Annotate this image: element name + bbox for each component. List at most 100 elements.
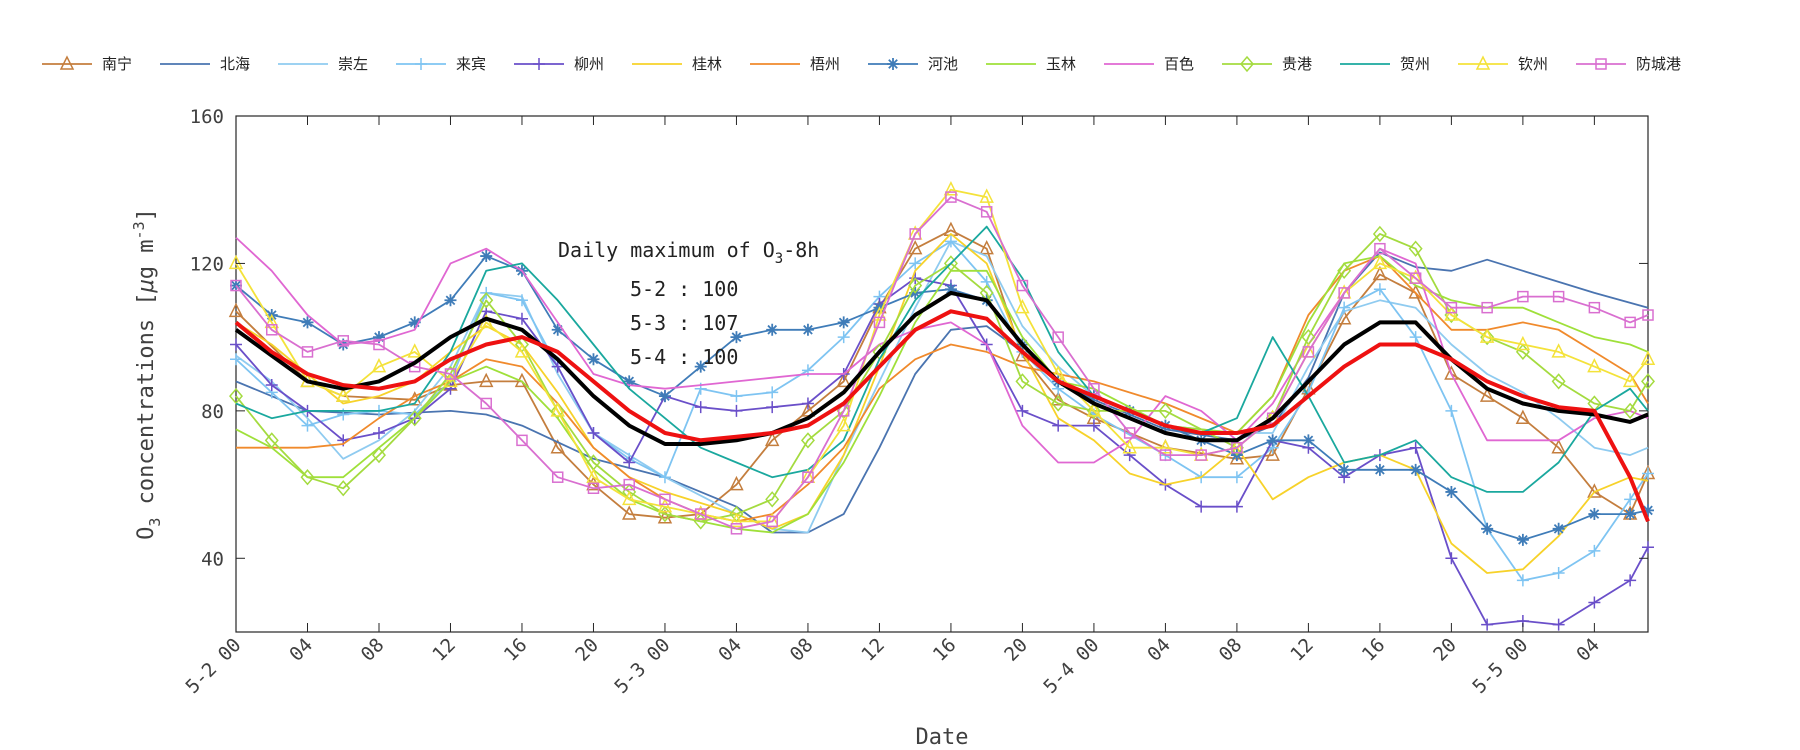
data-point [407,410,422,427]
data-point [694,508,707,520]
data-point [301,419,314,432]
series-path [234,290,1649,446]
chart-legend: 南宁 北海 崇左 来宾 柳州 桂林 梧州 河池 玉林 百色 贵港 贺州 钦州 防城港 [42,55,1681,73]
data-point [1373,463,1386,476]
legend-label: 南宁 [102,55,132,73]
series-line [235,251,1649,534]
data-point [1642,541,1654,554]
legend-marker [1595,58,1607,70]
x-tick-label: 08 [786,634,818,666]
data-point [909,257,922,270]
series-path [235,255,1649,534]
annotation-line-2: 5-3 : 107 [630,311,738,335]
data-point [801,323,814,336]
data-point [1624,493,1637,506]
legend-item: 北海 [160,55,250,73]
data-point [1409,272,1422,284]
data-point [1372,225,1387,243]
x-tick-label: 04 [1143,634,1175,666]
data-point [444,368,457,380]
data-point [623,478,635,491]
data-point [1588,508,1601,521]
data-point [979,188,994,203]
data-point [730,331,743,344]
legend-label: 崇左 [338,55,368,73]
data-point [1517,290,1529,303]
series-line-emphasis [234,290,1649,446]
data-point [1640,350,1656,366]
x-tick-label: 5-4 00 [1039,634,1103,698]
data-point [1195,449,1207,461]
data-point [1444,306,1459,321]
data-point [1552,567,1565,580]
data-point [1642,467,1654,480]
legend-item: 梧州 [750,55,840,73]
data-point [1266,434,1279,447]
data-point [1515,409,1531,424]
data-point [1479,328,1495,343]
data-point [480,397,492,410]
data-point [1123,449,1136,462]
data-point [944,283,957,296]
data-point [1588,544,1601,557]
annotation-line-1: 5-2 : 100 [630,277,738,301]
x-tick-label: 08 [357,634,389,666]
x-tick-label: 04 [1572,634,1604,666]
data-point [801,397,814,410]
data-point [228,302,244,318]
data-point [1552,290,1565,303]
data-point [1552,522,1565,535]
data-point [264,313,279,329]
data-point [550,402,565,420]
legend-item: 玉林 [986,55,1076,73]
data-point [1052,419,1065,432]
data-point [730,523,743,535]
data-point [800,432,815,449]
legend-label: 贺州 [1400,55,1430,73]
legend-item: 贺州 [1340,55,1430,73]
legend-label: 柳州 [574,55,604,73]
data-point [873,316,886,329]
data-point [1642,309,1654,321]
data-point [1374,242,1386,255]
data-point [944,235,957,248]
data-point [551,323,564,336]
data-point [943,255,958,272]
x-tick-label: 20 [571,634,603,666]
data-point [1516,574,1529,587]
data-point [372,331,385,344]
data-point [1445,301,1458,314]
data-point [1159,449,1172,461]
data-point [515,294,528,307]
data-point [730,390,743,403]
data-point [730,404,743,417]
data-point [1231,441,1243,454]
x-tick-label: 5-2 00 [181,634,245,698]
data-point [836,416,851,432]
series-path [235,188,1649,523]
data-point [1336,310,1352,325]
x-tick-label: 16 [1358,634,1390,666]
legend-item: 防城港 [1576,55,1681,73]
x-tick-label: 04 [285,634,317,666]
data-point [837,405,850,417]
data-point [943,221,959,237]
data-point [587,353,600,366]
data-point [1158,439,1173,454]
legend-item: 柳州 [514,55,604,73]
legend-marker [1475,55,1491,70]
data-point [514,343,530,358]
data-point [515,312,528,325]
data-point [1445,552,1458,565]
data-point [657,498,673,513]
x-tick-label: 12 [857,634,889,666]
data-point [1481,301,1493,314]
data-point [1337,262,1352,279]
data-point [1444,365,1459,380]
series-line [228,181,1656,528]
data-point [1338,287,1350,299]
data-point [1479,387,1495,402]
data-point [550,439,565,454]
data-point [480,250,493,263]
data-point [587,482,600,495]
